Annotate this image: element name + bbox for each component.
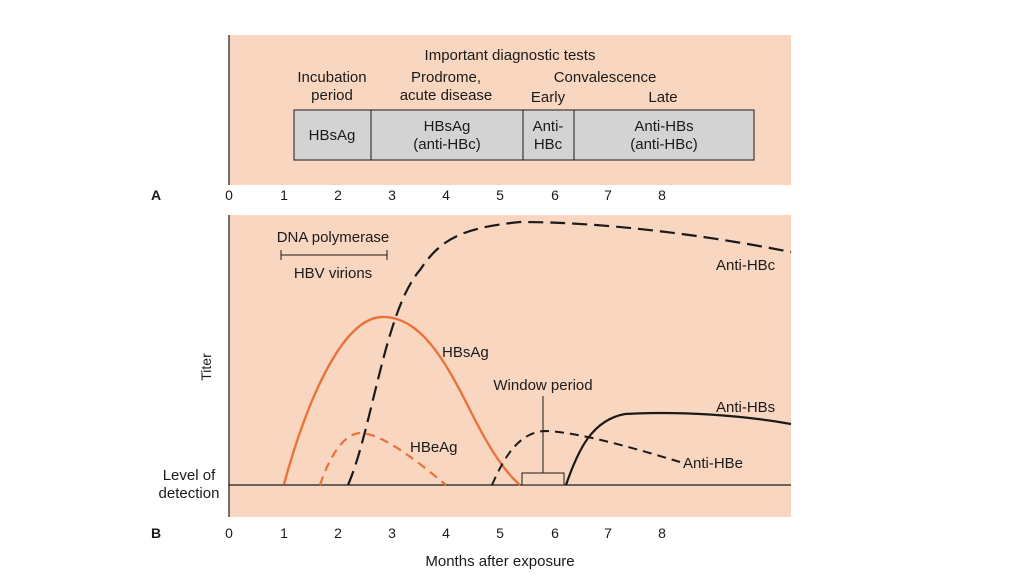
panel-b-tick-7: 7 [604,525,612,541]
panel-a-tick-3: 3 [388,187,396,203]
panel-b-axis-ticks: 0 1 2 3 4 5 6 7 8 [225,525,666,541]
box-antihbs-line1: Anti-HBs [634,118,693,135]
panel-b-letter: B [151,525,161,541]
dna-polymerase-label: DNA polymerase [277,229,390,246]
anti-hbs-curve [564,411,792,486]
detection-label-line2: detection [159,485,220,502]
detection-label-line1: Level of [163,467,216,484]
anti-hbe-curve [491,429,681,486]
box-hbsag-antihbc-line2: (anti-HBc) [413,136,481,153]
box-hbsag [293,109,372,161]
panel-a-tick-1: 1 [280,187,288,203]
box-antihbs-line2: (anti-HBc) [630,136,698,153]
panel-b-tick-8: 8 [658,525,666,541]
x-axis-label: Months after exposure [425,553,574,570]
anti-hbc-curve [346,220,792,486]
panel-a-title: Important diagnostic tests [425,47,596,64]
window-period-box [521,472,565,486]
phase-prodrome-line2: acute disease [400,87,493,104]
anti-hbs-curve-label: Anti-HBs [716,399,775,416]
box-antihbc [522,109,575,161]
box-hbsag-antihbc-line1: HBsAg [424,118,471,135]
virion-bracket [280,250,388,260]
panel-b-tick-5: 5 [496,525,504,541]
panel-b-tick-4: 4 [442,525,450,541]
hbsag-curve-label: HBsAg [442,344,489,361]
panel-b-tick-0: 0 [225,525,233,541]
hbv-virions-label: HBV virions [294,265,372,282]
panel-a-tick-7: 7 [604,187,612,203]
hbsag-curve [282,315,521,486]
phase-late: Late [648,89,677,106]
anti-hbe-curve-label: Anti-HBe [683,455,743,472]
anti-hbc-curve-label: Anti-HBc [716,257,776,274]
panel-b-background [229,215,791,517]
window-period-label: Window period [493,377,592,394]
panel-b-tick-6: 6 [551,525,559,541]
box-antihbs [573,109,755,161]
panel-a-letter: A [151,187,161,203]
phase-incubation-line1: Incubation [297,69,366,86]
hbeag-curve [318,431,447,486]
panel-b-tick-2: 2 [334,525,342,541]
phase-convalescence: Convalescence [554,69,657,86]
hbeag-curve-label: HBeAg [410,439,458,456]
panel-b-tick-3: 3 [388,525,396,541]
panel-a-tick-0: 0 [225,187,233,203]
panel-b-tick-1: 1 [280,525,288,541]
phase-prodrome-line1: Prodrome, [411,69,481,86]
panel-a-tick-2: 2 [334,187,342,203]
panel-a-tick-8: 8 [658,187,666,203]
panel-a-tick-5: 5 [496,187,504,203]
titer-axis-label: Titer [198,353,214,381]
box-antihbc-line2: HBc [534,136,563,153]
box-antihbc-line1: Anti- [533,118,564,135]
panel-a-axis-ticks: 0 1 2 3 4 5 6 7 8 [225,187,666,203]
box-hbsag-label: HBsAg [309,127,356,144]
panel-a-tick-4: 4 [442,187,450,203]
phase-early: Early [531,89,566,106]
box-hbsag-antihbc [370,109,524,161]
phase-incubation-line2: period [311,87,353,104]
panel-a-tick-6: 6 [551,187,559,203]
